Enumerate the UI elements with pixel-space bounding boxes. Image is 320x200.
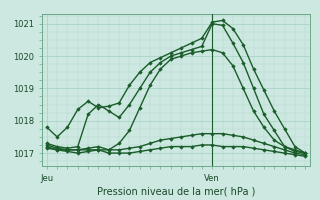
X-axis label: Pression niveau de la mer( hPa ): Pression niveau de la mer( hPa ) [97, 187, 255, 197]
